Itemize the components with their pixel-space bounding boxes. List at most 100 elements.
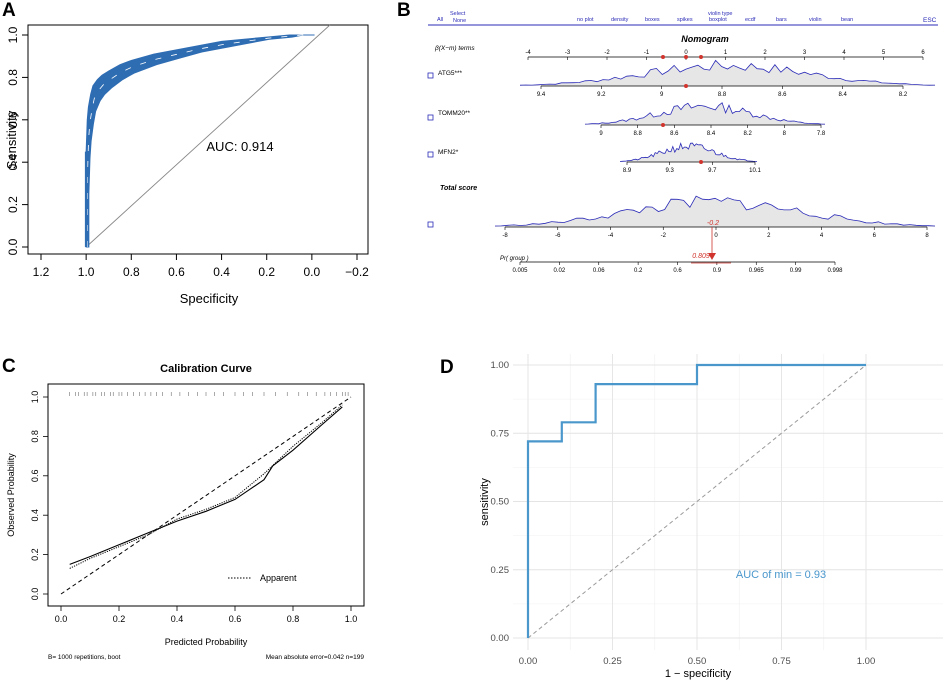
total-arrow: [708, 253, 716, 260]
menu-no-plot[interactable]: no plot: [577, 17, 594, 23]
x-axis-label-a: Specificity: [180, 291, 239, 306]
menu-select[interactable]: Select: [450, 11, 466, 17]
y-tick-label-d: 0.00: [491, 633, 510, 644]
beta-label: β(X−m) terms: [434, 45, 475, 52]
y-tick-label-a: 0.8: [6, 69, 20, 86]
panel-letter-c: C: [2, 356, 16, 377]
panel-letter-d: D: [440, 357, 454, 378]
atg5-tick-label: 9: [660, 92, 664, 98]
prob-tick-label: 0.99: [790, 268, 802, 274]
x-tick-label-a: 0.0: [304, 265, 321, 279]
atg5-tick-label: 9.2: [597, 92, 606, 98]
tomm20-tick-label: 8.6: [670, 131, 679, 137]
calibration-title: Calibration Curve: [160, 363, 252, 375]
y-axis-label-d: sensitivity: [479, 478, 491, 526]
y-tick-label-a: 0.4: [6, 154, 20, 171]
checkbox-total[interactable]: [427, 221, 434, 228]
x-tick-label-a: 0.8: [123, 265, 140, 279]
prob-tick-label: 0.005: [512, 268, 528, 274]
density-mfn2-outline: [619, 142, 758, 162]
atg5-tick-label: 8.6: [778, 92, 787, 98]
panel-d: D 0.00 0.25 0.50 0.75 1.00 0.00 0.25 0.50 0.75 1.…: [420, 340, 950, 680]
prob-tick-label: 0.02: [554, 268, 566, 274]
x-tick-label-c: 1.0: [345, 614, 358, 624]
menu-spikes[interactable]: spikes: [677, 17, 693, 23]
x-tick-label-d: 0.75: [772, 656, 791, 667]
y-tick-label-c: 0.2: [30, 548, 40, 561]
roc-curve-d: [526, 363, 866, 638]
checkbox-mfn2[interactable]: [427, 151, 434, 158]
total-tick-label: -4: [608, 233, 614, 239]
total-tick-label: -8: [502, 233, 508, 239]
mfn2-marker: [699, 160, 703, 164]
menu-ecdf[interactable]: ecdf: [745, 17, 756, 23]
beta-tick-label: -3: [565, 50, 571, 56]
calibration-chart-c: C Calibration Curve 0.0 0.2 0.4 0.6 0.8 1.0 0.…: [2, 356, 365, 661]
total-tick-label: 4: [820, 233, 824, 239]
density-tomm20-fill: [585, 102, 825, 125]
beta-tick-label: 5: [882, 50, 886, 56]
density-atg5-outline: [519, 59, 936, 86]
plot-frame-c: [47, 383, 365, 607]
atg5-tick-label: 8.4: [838, 92, 847, 98]
beta-tick-label: 3: [803, 50, 807, 56]
density-mfn2-fill: [620, 143, 757, 162]
y-tick-label-d: 0.75: [491, 428, 510, 439]
mfn2-tick-label: 9.7: [708, 168, 717, 174]
x-tick-label-c: 0.8: [287, 614, 300, 624]
menu-esc[interactable]: ESC: [923, 17, 937, 24]
tomm20-tick-label: 8.4: [707, 131, 716, 137]
tomm20-tick-label: 8.2: [743, 131, 752, 137]
menu-all[interactable]: All: [437, 17, 443, 23]
menu-none-select[interactable]: None: [453, 18, 466, 24]
x-tick-label-d: 0.25: [603, 656, 622, 667]
var-label-mfn2: MFN2*: [438, 149, 459, 156]
x-tick-label-c: 0.6: [229, 614, 242, 624]
var-label-atg5: ATG5***: [438, 70, 463, 77]
y-tick-label-c: 0.0: [30, 588, 40, 601]
tomm20-tick-label: 8: [783, 131, 787, 137]
menu-density[interactable]: density: [611, 17, 629, 23]
checkbox-atg5[interactable]: [427, 72, 434, 79]
y-tick-label-d: 1.00: [491, 360, 510, 371]
mfn2-tick-label: 10.1: [749, 168, 761, 174]
checkbox-tomm20[interactable]: [427, 114, 434, 121]
menu-bean[interactable]: bean: [841, 17, 853, 23]
menu-violin[interactable]: violin: [809, 17, 822, 23]
series-line-c-apparent: [69, 404, 343, 569]
y-tick-label-a: 0.0: [6, 238, 20, 255]
auc-annotation-d: AUC of min = 0.93: [736, 569, 826, 581]
atg5-tick-label: 9.4: [537, 92, 546, 98]
panel-a: A 1.2 1.0 0.8 0.6 0.4 0.2 0.0 −0.2 0.0 0.2 0.4 0.6 0…: [0, 0, 380, 320]
menu-boxes[interactable]: boxes: [645, 17, 660, 23]
y-tick-label-c: 0.8: [30, 430, 40, 443]
footer-left-c: B= 1000 repetitions, boot: [48, 654, 121, 661]
atg5-tick-label: 8.2: [899, 92, 908, 98]
beta-tick-label: -1: [644, 50, 650, 56]
chance-line-d: [527, 364, 867, 639]
x-tick-label-a: 0.4: [213, 265, 230, 279]
y-tick-label-a: 0.2: [6, 196, 20, 213]
menu-bars[interactable]: bars: [776, 17, 787, 23]
x-tick-label-d: 0.50: [688, 656, 707, 667]
beta-tick-label: 1: [724, 50, 728, 56]
beta-tick-label: -4: [525, 50, 531, 56]
menu-boxplot[interactable]: boxplot: [709, 17, 727, 23]
nomogram-chart-b: B All None Select no plot density boxes …: [397, 0, 938, 274]
x-tick-label-a: 0.6: [168, 265, 185, 279]
total-score-value: -0.2: [707, 220, 719, 227]
x-tick-label-c: 0.4: [171, 614, 184, 624]
total-score-label: Total score: [440, 185, 477, 192]
density-tomm20-outline: [584, 102, 825, 125]
prob-tick-label: 0.6: [673, 268, 682, 274]
y-tick-label-a: 0.6: [6, 111, 20, 128]
x-tick-label-a: 1.2: [33, 265, 50, 279]
series-line-c-bias-corrected: [69, 406, 343, 565]
total-tick-label: 0: [714, 233, 718, 239]
menu-violin-type[interactable]: violin type: [708, 11, 732, 17]
total-tick-label: 6: [873, 233, 877, 239]
x-axis-label-d: 1 − specificity: [665, 668, 732, 680]
x-tick-label-a: 1.0: [78, 265, 95, 279]
y-tick-label-c: 1.0: [30, 391, 40, 404]
panel-b: B All None Select no plot density boxes …: [395, 0, 950, 320]
